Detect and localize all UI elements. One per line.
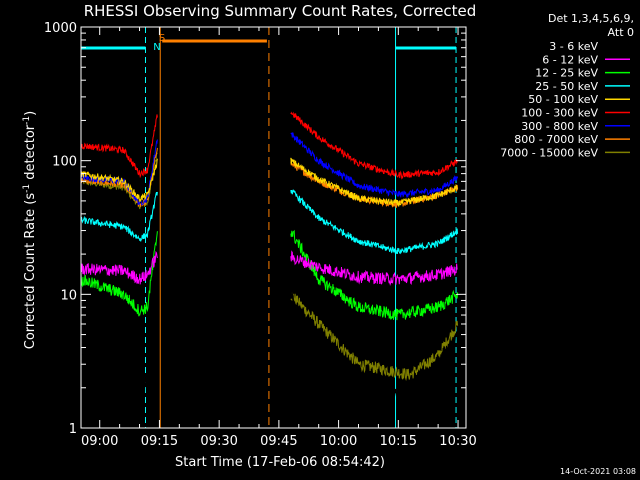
y-tick-label: 1000 <box>44 21 77 36</box>
chart-title: RHESSI Observing Summary Count Rates, Co… <box>84 2 477 20</box>
x-tick-label: 09:15 <box>141 434 178 449</box>
series-line-2 <box>80 231 158 317</box>
series-line-0 <box>290 288 459 399</box>
y-axis-label-mid: detector <box>23 124 38 184</box>
legend-label: 800 - 7000 keV <box>514 133 598 146</box>
x-tick-label: 09:45 <box>260 434 297 449</box>
series-line-5 <box>80 114 158 179</box>
legend-label: 300 - 800 keV <box>521 120 598 133</box>
saa-night-label: N <box>153 42 160 53</box>
y-axis-label: Corrected Count Rate (s-1 detector-1) <box>22 111 38 349</box>
legend-header-attenuator: Att 0 <box>608 26 634 39</box>
legend-label: 100 - 300 keV <box>521 107 598 120</box>
series-line-6 <box>290 132 459 199</box>
y-tick-label: 10 <box>60 288 77 303</box>
x-tick-label: 09:00 <box>81 434 118 449</box>
series-line-3 <box>290 189 459 256</box>
series-line-0 <box>80 299 158 399</box>
y-axis-label-sup2: -1 <box>22 116 32 125</box>
plot-area <box>80 27 459 428</box>
attenuator-state-label: S <box>159 33 165 44</box>
legend-label: 12 - 25 keV <box>535 67 598 80</box>
plot-frame <box>80 26 467 429</box>
y-tick-label: 1 <box>69 422 77 437</box>
x-axis-label: Start Time (17-Feb-06 08:54:42) <box>175 455 385 470</box>
series-line-2 <box>290 229 459 321</box>
x-axis-ticks: 09:00 09:15 09:30 09:45 10:00 10:15 10:30 <box>81 27 477 449</box>
legend-label: 25 - 50 keV <box>535 80 598 93</box>
legend-label: 50 - 100 keV <box>528 93 598 106</box>
legend-header-detectors: Det 1,3,4,5,6,9, <box>548 12 634 25</box>
legend-label: 3 - 6 keV <box>549 40 598 53</box>
series-line-1 <box>290 250 458 286</box>
y-axis-label-end: ) <box>23 111 38 116</box>
y-axis-label-sup1: -1 <box>22 184 32 193</box>
series-line-1 <box>80 250 158 285</box>
legend-label: 7000 - 15000 keV <box>500 146 598 159</box>
y-tick-label: 100 <box>52 155 77 170</box>
timestamp: 14-Oct-2021 03:08 <box>560 467 636 476</box>
x-tick-label: 10:00 <box>320 434 357 449</box>
x-tick-label: 10:15 <box>380 434 417 449</box>
legend-label: 6 - 12 keV <box>542 53 598 66</box>
x-tick-label: 10:30 <box>439 434 476 449</box>
x-tick-label: 09:30 <box>200 434 237 449</box>
series-line-8 <box>290 292 459 382</box>
y-axis-ticks: 1 10 100 1000 <box>44 21 466 437</box>
y-axis-label-main: Corrected Count Rate (s <box>23 193 38 350</box>
series-line-5 <box>290 111 458 180</box>
series-line-4 <box>80 158 158 203</box>
series-line-3 <box>80 191 158 242</box>
series-line-4 <box>290 157 459 207</box>
